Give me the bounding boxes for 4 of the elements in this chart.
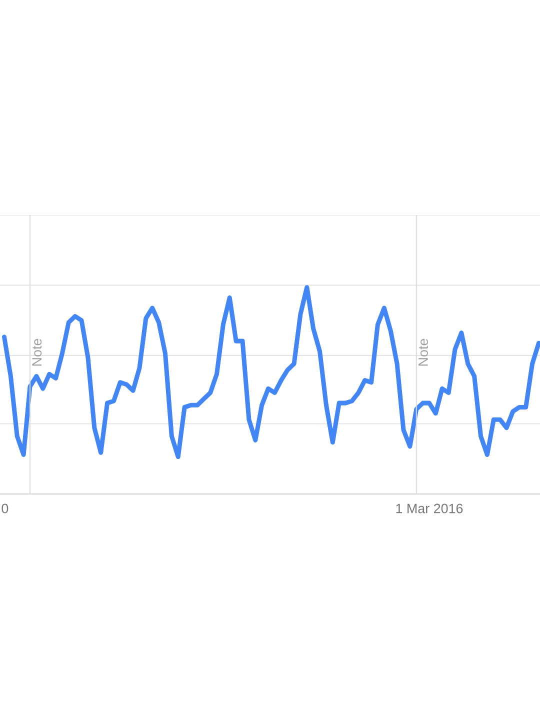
annotation: Note bbox=[32, 338, 42, 366]
text: 0 bbox=[2, 504, 8, 514]
annotation: Note bbox=[418, 338, 428, 366]
text: 1 Mar 2016 bbox=[396, 504, 463, 514]
